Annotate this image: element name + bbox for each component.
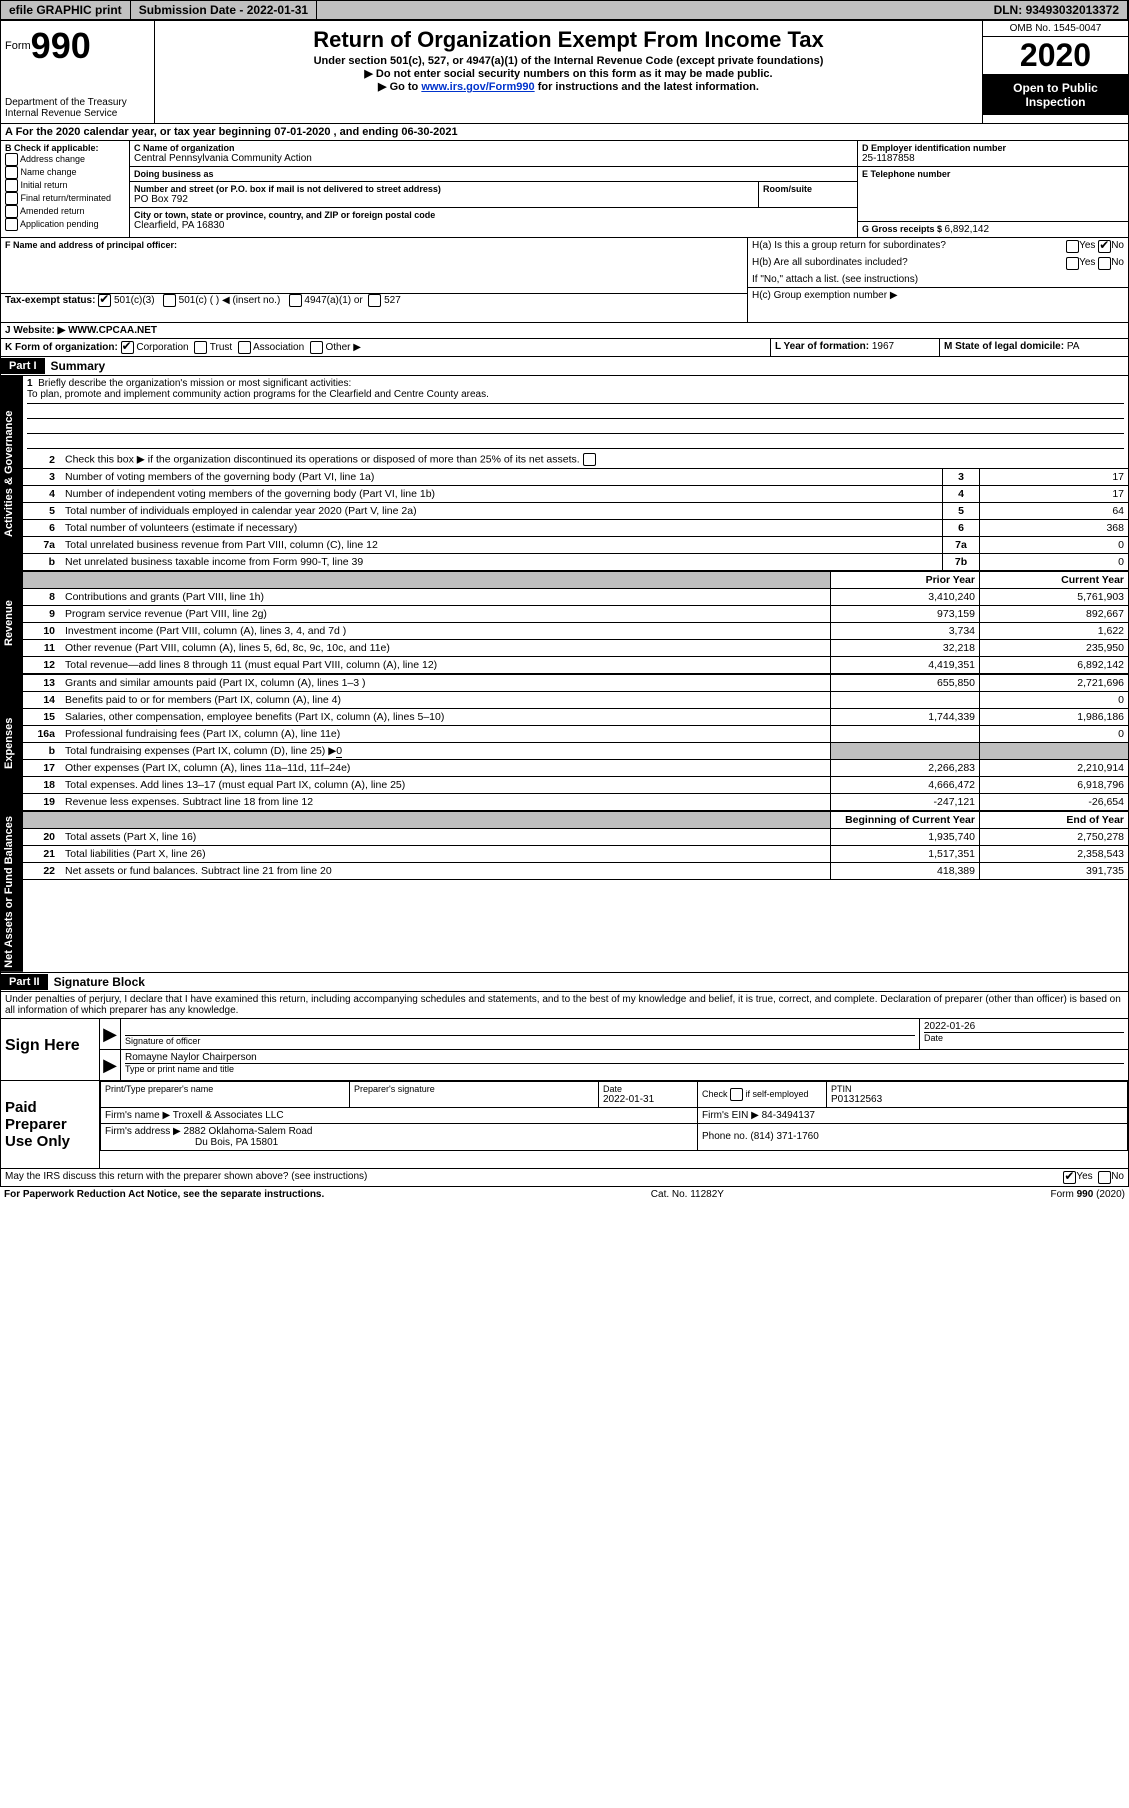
form-title: Return of Organization Exempt From Incom… xyxy=(159,27,978,53)
top-bar: efile GRAPHIC print Submission Date - 20… xyxy=(0,0,1129,20)
cb-501c3[interactable] xyxy=(98,294,111,307)
cb-other[interactable] xyxy=(310,341,323,354)
tab-expenses: Expenses xyxy=(1,675,23,811)
cb-assoc[interactable] xyxy=(238,341,251,354)
cb-initial[interactable] xyxy=(5,179,18,192)
dept-treasury: Department of the Treasury xyxy=(5,97,150,108)
cb-selfemployed[interactable] xyxy=(730,1088,743,1101)
cb-address[interactable] xyxy=(5,153,18,166)
irs-link[interactable]: www.irs.gov/Form990 xyxy=(421,81,534,93)
mission: To plan, promote and implement community… xyxy=(27,389,1124,404)
footer-mid: Cat. No. 11282Y xyxy=(651,1189,724,1200)
efile-label: efile GRAPHIC print xyxy=(1,1,131,19)
firm-addr2: Du Bois, PA 15801 xyxy=(195,1137,278,1148)
ein: 25-1187858 xyxy=(862,153,1124,164)
city: Clearfield, PA 16830 xyxy=(134,220,853,231)
irs: Internal Revenue Service xyxy=(5,108,150,119)
org-name: Central Pennsylvania Community Action xyxy=(134,153,853,164)
open-public: Open to Public Inspection xyxy=(983,75,1128,115)
tax-year: 2020 xyxy=(983,37,1128,75)
line-a: A For the 2020 calendar year, or tax yea… xyxy=(1,124,1128,141)
part-1: Part I xyxy=(1,358,45,374)
v3: 17 xyxy=(980,469,1129,486)
cb-hb-yes[interactable] xyxy=(1066,257,1079,270)
firm-phone: (814) 371-1760 xyxy=(750,1131,818,1142)
ssn-note: ▶ Do not enter social security numbers o… xyxy=(159,67,978,80)
firm-addr1: 2882 Oklahoma-Salem Road xyxy=(184,1126,313,1137)
tab-netassets: Net Assets or Fund Balances xyxy=(1,812,23,972)
form-subtitle: Under section 501(c), 527, or 4947(a)(1)… xyxy=(159,55,978,67)
submission-date: Submission Date - 2022-01-31 xyxy=(131,1,317,19)
domicile: PA xyxy=(1067,341,1080,352)
year-formation: 1967 xyxy=(872,341,894,352)
footer-right: Form 990 (2020) xyxy=(1051,1189,1125,1200)
v7a: 0 xyxy=(980,537,1129,554)
v5: 64 xyxy=(980,503,1129,520)
cb-name[interactable] xyxy=(5,166,18,179)
cb-527[interactable] xyxy=(368,294,381,307)
v4: 17 xyxy=(980,486,1129,503)
cb-final[interactable] xyxy=(5,192,18,205)
cb-discuss-no[interactable] xyxy=(1098,1171,1111,1184)
paid-preparer: Paid Preparer Use Only xyxy=(1,1081,100,1168)
firm-ein: 84-3494137 xyxy=(762,1110,815,1121)
box-b: B Check if applicable: Address change Na… xyxy=(1,141,130,237)
ptin: P01312563 xyxy=(831,1094,1123,1105)
footer-left: For Paperwork Reduction Act Notice, see … xyxy=(4,1189,324,1200)
cb-ha-yes[interactable] xyxy=(1066,240,1079,253)
officer-name: Romayne Naylor Chairperson xyxy=(125,1052,1124,1063)
cb-4947[interactable] xyxy=(289,294,302,307)
firm-name: Troxell & Associates LLC xyxy=(173,1110,284,1121)
sign-here: Sign Here xyxy=(1,1019,100,1080)
v6: 368 xyxy=(980,520,1129,537)
street: PO Box 792 xyxy=(134,194,754,205)
cb-pending[interactable] xyxy=(5,218,18,231)
declaration: Under penalties of perjury, I declare th… xyxy=(1,992,1128,1018)
part-2: Part II xyxy=(1,974,48,990)
form-header: Form990 Department of the Treasury Inter… xyxy=(1,21,1128,124)
cb-ha-no[interactable] xyxy=(1098,240,1111,253)
cb-amended[interactable] xyxy=(5,205,18,218)
cb-discontinued[interactable] xyxy=(583,453,596,466)
form-number: Form990 xyxy=(5,25,150,67)
v7b: 0 xyxy=(980,554,1129,571)
arrow-icon: ▶ xyxy=(100,1019,121,1049)
website: WWW.CPCAA.NET xyxy=(68,325,157,336)
cb-trust[interactable] xyxy=(194,341,207,354)
link-note: ▶ Go to www.irs.gov/Form990 for instruct… xyxy=(159,80,978,93)
cb-501c[interactable] xyxy=(163,294,176,307)
tab-governance: Activities & Governance xyxy=(1,376,23,571)
cb-hb-no[interactable] xyxy=(1098,257,1111,270)
line-j: J Website: ▶ WWW.CPCAA.NET xyxy=(1,323,1128,339)
arrow-icon: ▶ xyxy=(100,1050,121,1080)
tab-revenue: Revenue xyxy=(1,572,23,674)
dln: DLN: 93493032013372 xyxy=(986,1,1128,19)
cb-discuss-yes[interactable] xyxy=(1063,1171,1076,1184)
sig-date: 2022-01-26 xyxy=(924,1021,1124,1032)
omb-number: OMB No. 1545-0047 xyxy=(983,21,1128,37)
cb-corp[interactable] xyxy=(121,341,134,354)
gross-receipts: 6,892,142 xyxy=(945,224,990,235)
